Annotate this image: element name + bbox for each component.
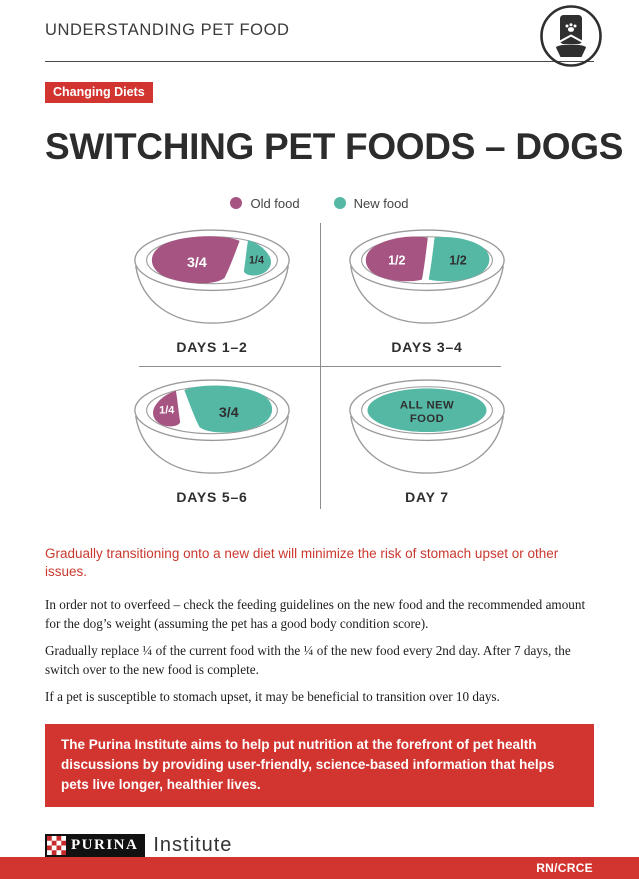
bowl-label: DAYS 1–2	[176, 338, 248, 355]
body-paragraph-2: Gradually replace ¼ of the current food …	[45, 643, 571, 677]
logo-row: PURINA Institute	[45, 834, 233, 858]
institute-brand-text: Institute	[153, 834, 233, 857]
bowl-illustration: 1/2 1/2	[349, 229, 505, 324]
food-legend: Old food New food	[45, 196, 594, 211]
old-fraction-label: 3/4	[187, 255, 207, 271]
purina-checkerboard-icon	[47, 836, 66, 856]
bottom-bar: RN/CRCE	[0, 857, 639, 879]
changing-diets-badge: Changing Diets	[45, 82, 153, 103]
new-food-portion	[184, 385, 273, 433]
bowl-illustration: 1/4 3/4	[134, 379, 290, 474]
new-food-portion	[367, 388, 487, 432]
new-food-dot-icon	[333, 197, 346, 210]
new-fraction-label: 1/2	[449, 253, 466, 267]
diagram-row-2: 1/4 3/4 DAYS 5–6 ALL NEW FOOD DAY 7	[105, 375, 535, 505]
transition-diagram: 3/4 1/4 DAYS 1–2 1/2 1/2 DAYS 3–4	[105, 222, 535, 509]
new-food-portion	[243, 239, 271, 276]
all-new-food-label-line1: ALL NEW	[400, 399, 454, 411]
all-new-food-label-line2: FOOD	[410, 413, 444, 425]
header-title: UNDERSTANDING PET FOOD	[45, 21, 290, 39]
bowl-body	[135, 265, 289, 324]
new-fraction-label: 1/4	[249, 254, 264, 266]
bowl-body	[350, 415, 504, 474]
body-paragraph-3: If a pet is susceptible to stomach upset…	[45, 689, 500, 705]
new-food-portion	[428, 236, 490, 281]
old-fraction-label: 1/2	[388, 253, 405, 267]
bowl-days-1-2: 3/4 1/4 DAYS 1–2	[105, 225, 320, 355]
bowl-day-7: ALL NEW FOOD DAY 7	[320, 375, 535, 505]
purina-wordmark: PURINA	[45, 834, 146, 858]
bowl-label: DAY 7	[405, 488, 449, 505]
body-paragraph-1: In order not to overfeed – check the fee…	[45, 597, 586, 631]
diagram-horizontal-divider	[138, 365, 501, 367]
page-header: UNDERSTANDING PET FOOD	[45, 0, 602, 67]
old-food-portion	[153, 390, 181, 427]
new-fraction-label: 3/4	[219, 405, 239, 421]
bowl-illustration: ALL NEW FOOD	[349, 379, 505, 474]
legend-label: Old food	[250, 195, 300, 211]
diagram-row-1: 3/4 1/4 DAYS 1–2 1/2 1/2 DAYS 3–4	[105, 225, 535, 355]
bowl-body	[135, 415, 289, 474]
page-title: SWITCHING PET FOODS – DOGS	[45, 126, 624, 167]
purina-brand-text: PURINA	[71, 837, 139, 854]
purina-institute-callout: The Purina Institute aims to help put nu…	[45, 723, 594, 808]
body-copy: In order not to overfeed – check the fee…	[45, 596, 594, 706]
legend-label: New food	[353, 195, 409, 211]
bowl-days-5-6: 1/4 3/4 DAYS 5–6	[105, 375, 320, 505]
legend-item-new-food: New food	[333, 195, 409, 211]
bowl-days-3-4: 1/2 1/2 DAYS 3–4	[320, 225, 535, 355]
legend-item-old-food: Old food	[230, 195, 300, 211]
bowl-body	[350, 265, 504, 324]
old-food-portion	[151, 235, 240, 284]
bowl-label: DAYS 3–4	[391, 338, 463, 355]
pet-food-bag-bowl-icon	[539, 4, 603, 73]
old-fraction-label: 1/4	[159, 404, 174, 416]
bowl-illustration: 3/4 1/4	[134, 229, 290, 324]
old-food-dot-icon	[230, 197, 243, 210]
bowl-label: DAYS 5–6	[176, 488, 248, 505]
document-code: RN/CRCE	[536, 861, 593, 875]
highlight-sentence: Gradually transitioning onto a new diet …	[45, 545, 559, 579]
old-food-portion	[365, 236, 428, 281]
